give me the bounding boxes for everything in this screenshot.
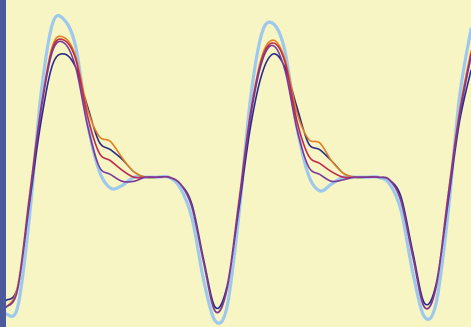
- series-line-1: [6, 35, 471, 314]
- line-chart: [6, 14, 471, 325]
- plot-area: [6, 0, 471, 327]
- series-line-4: [6, 14, 471, 325]
- series-line-2: [6, 38, 471, 314]
- series-line-3: [6, 40, 471, 314]
- series-line-0: [6, 52, 471, 310]
